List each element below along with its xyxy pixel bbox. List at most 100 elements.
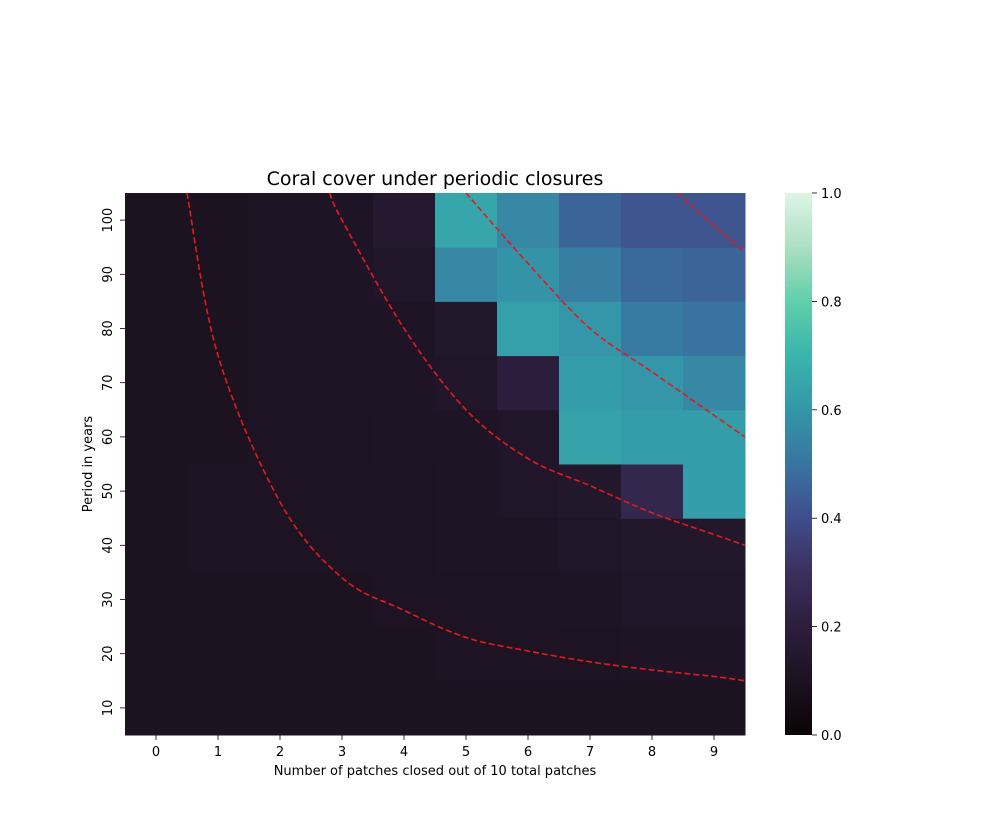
heatmap-cell [249,680,312,736]
x-tick-label: 6 [524,745,532,760]
colorbar [785,193,812,735]
heatmap-cell [621,193,684,248]
reference-curve-1 [186,193,745,682]
heatmap-cell [621,247,684,302]
heatmap-cell [187,355,250,411]
heatmap-cell [311,626,374,682]
heatmap-cell [435,680,498,736]
colorbar-tick-label: 0.8 [821,295,842,310]
heatmap-cell [311,355,374,411]
heatmap-cells [125,193,746,736]
heatmap-cell [249,464,312,519]
heatmap-cell [311,572,374,628]
heatmap-cell [621,301,684,357]
heatmap-cell [373,193,436,248]
heatmap-cell [435,247,498,302]
heatmap-cell [621,409,684,465]
colorbar-tick-label: 0.0 [821,729,842,744]
x-tick-label: 3 [338,745,346,760]
heatmap-cell [373,409,436,465]
heatmap-cell [311,301,374,357]
heatmap-cell [435,626,498,682]
x-tick-label: 0 [152,745,160,760]
heatmap-cell [373,626,436,682]
heatmap-cell [311,518,374,573]
heatmap-cell [125,409,188,465]
x-axis-ticks: 0 1 2 3 4 5 6 7 8 9 [152,735,718,760]
y-tick-label: 60 [101,429,116,446]
heatmap-cell [249,626,312,682]
heatmap-cell [249,247,312,302]
colorbar-tick-label: 0.2 [821,621,842,636]
heatmap-cell [559,355,622,411]
x-tick-label: 2 [276,745,284,760]
y-tick-label: 80 [101,320,116,337]
heatmap-cell [435,409,498,465]
heatmap-cell [187,572,250,628]
heatmap-cell [125,464,188,519]
colorbar-tick-label: 0.6 [821,404,842,419]
heatmap-cell [559,626,622,682]
heatmap-cell [621,626,684,682]
heatmap-cell [373,355,436,411]
heatmap-cell [683,355,746,411]
heatmap-cell [435,193,498,248]
heatmap-cell [187,680,250,736]
heatmap-cell [187,464,250,519]
heatmap-cell [435,572,498,628]
heatmap-cell [559,572,622,628]
heatmap-cell [559,518,622,573]
heatmap-cell [249,409,312,465]
heatmap-cell [435,301,498,357]
heatmap-cell [683,680,746,736]
x-tick-label: 5 [462,745,470,760]
heatmap-cell [249,301,312,357]
heatmap-cell [373,572,436,628]
colorbar-ticks: 0.0 0.2 0.4 0.6 0.8 1.0 [812,187,842,744]
x-tick-label: 1 [214,745,222,760]
y-tick-label: 40 [101,537,116,554]
heatmap-cell [125,355,188,411]
heatmap-cell [497,247,560,302]
heatmap-cell [373,247,436,302]
heatmap-cell [187,409,250,465]
heatmap-cell [435,518,498,573]
heatmap-cell [311,464,374,519]
y-tick-label: 30 [101,591,116,608]
y-tick-label: 70 [101,374,116,391]
heatmap-cell [373,680,436,736]
x-tick-label: 4 [400,745,408,760]
chart-title: Coral cover under periodic closures [267,168,604,190]
heatmap-cell [683,409,746,465]
heatmap-cell [621,355,684,411]
heatmap-cell [125,301,188,357]
heatmap-cell [497,518,560,573]
reference-curve-3 [465,193,745,438]
heatmap-cell [249,572,312,628]
heatmap-cell [497,572,560,628]
heatmap-cell [497,355,560,411]
heatmap-cell [683,247,746,302]
y-tick-label: 100 [101,208,116,233]
x-tick-label: 7 [586,745,594,760]
heatmap-cell [621,464,684,519]
heatmap-cell [125,518,188,573]
heatmap-cell [497,680,560,736]
heatmap-cell [187,301,250,357]
heatmap-cell [497,464,560,519]
heatmap-cell [683,193,746,248]
x-axis-label: Number of patches closed out of 10 total… [274,764,597,779]
heatmap-cell [125,680,188,736]
heatmap-cell [311,247,374,302]
y-tick-label: 10 [101,700,116,717]
heatmap-cell [497,301,560,357]
reference-curve-4 [676,193,745,254]
heatmap-cell [373,464,436,519]
heatmap-cell [559,409,622,465]
heatmap-cell [435,355,498,411]
y-axis-ticks: 10 20 30 40 50 60 70 80 90 100 [101,208,125,716]
colorbar-tick-label: 1.0 [821,187,842,202]
heatmap-cell [125,193,188,248]
heatmap-cell [621,680,684,736]
